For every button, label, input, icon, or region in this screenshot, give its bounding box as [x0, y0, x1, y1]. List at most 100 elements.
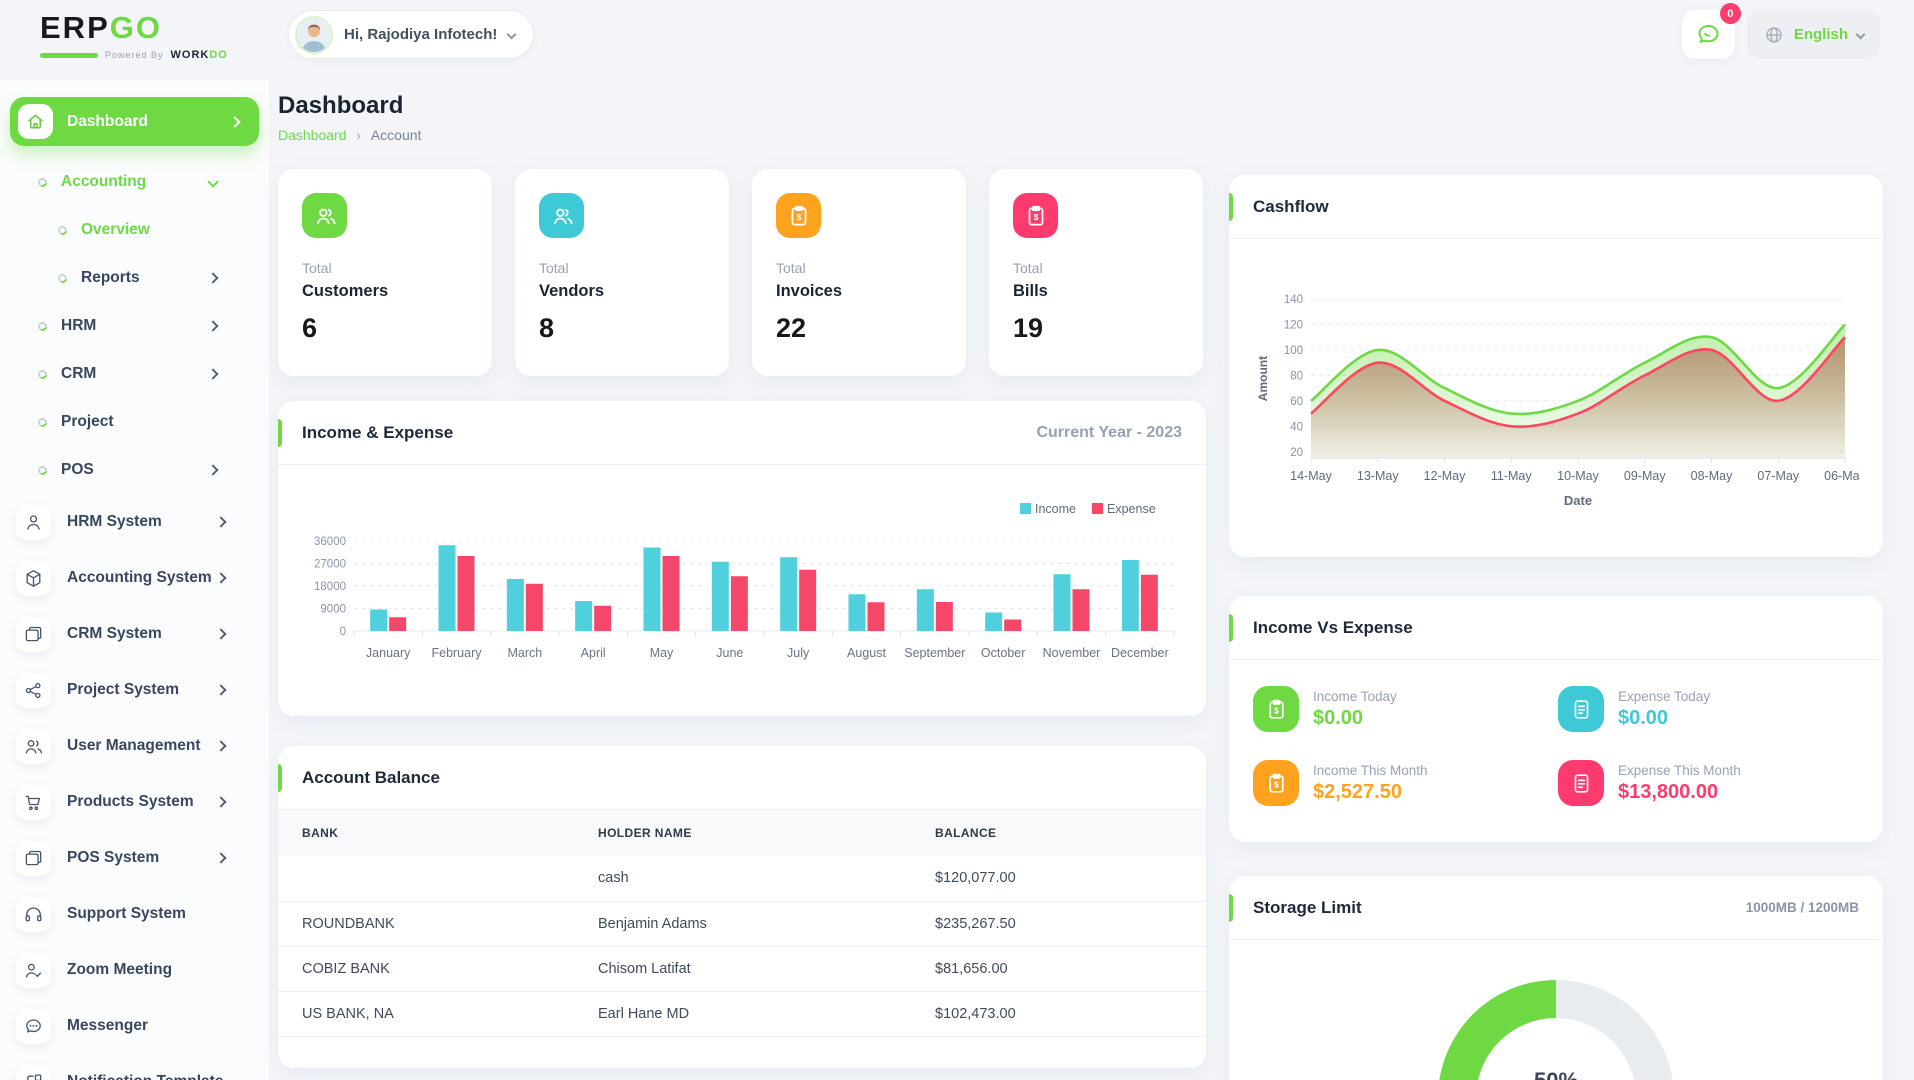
sidebar-item-label: HRM System: [67, 513, 162, 530]
svg-text:12-May: 12-May: [1424, 469, 1466, 483]
stat-label: Bills: [1013, 282, 1048, 300]
dot-icon: [36, 319, 49, 333]
chevron-right-icon: [207, 464, 219, 476]
metric-label: Income Today: [1313, 688, 1397, 704]
sidebar-item-reports[interactable]: Reports: [0, 254, 269, 302]
stat-card-invoices: $ Total Invoices 22: [752, 169, 966, 376]
language-selector[interactable]: English: [1746, 10, 1880, 59]
cell-balance: $102,473.00: [911, 991, 1206, 1037]
sidebar-item-accounting[interactable]: Accounting: [0, 158, 269, 206]
sidebar-item-hrm-system[interactable]: HRM System: [0, 494, 269, 550]
income-vs-expense-panel: Income Vs Expense $ Income Today $0.00: [1229, 596, 1883, 842]
cell-holder: cash: [574, 856, 911, 902]
panel-title: Cashflow: [1253, 196, 1329, 216]
erpgo-logo[interactable]: ERPGO Powered By WORKDO: [40, 10, 228, 61]
panel-header: Cashflow: [1229, 175, 1883, 239]
stat-label: Customers: [302, 282, 389, 300]
sidebar-item-project-system[interactable]: Project System: [0, 662, 269, 718]
cashflow-chart[interactable]: 20 40 60 80 100 120 140 14-May 13-May 12-May 11-Ma…: [1253, 253, 1859, 521]
breadcrumb-dashboard-link[interactable]: Dashboard: [278, 127, 347, 143]
cell-balance: $120,077.00: [911, 856, 1206, 902]
sidebar-item-crm-system[interactable]: CRM System: [0, 606, 269, 662]
share-icon: [16, 672, 51, 708]
svg-text:13-May: 13-May: [1357, 469, 1399, 483]
sidebar-item-support-system[interactable]: Support System: [0, 886, 269, 942]
logo-wordmark: ERPGO: [40, 10, 162, 45]
sidebar-item-dashboard[interactable]: Dashboard: [10, 97, 259, 146]
svg-text:18000: 18000: [314, 581, 346, 593]
sidebar-item-notification-template[interactable]: Notification Template: [0, 1054, 269, 1080]
sidebar-item-project[interactable]: Project: [0, 398, 269, 446]
svg-text:October: October: [981, 646, 1025, 660]
account-balance-panel: Account Balance BANK HOLDER NAME BALANCE…: [278, 746, 1206, 1068]
svg-text:November: November: [1043, 646, 1101, 660]
panel-title: Account Balance: [302, 767, 440, 787]
sidebar-item-user-management[interactable]: User Management: [0, 718, 269, 774]
box-icon: [16, 560, 51, 596]
column-header-bank: BANK: [278, 810, 574, 856]
sidebar-item-label: Project: [61, 413, 114, 430]
svg-text:Income: Income: [1035, 502, 1076, 516]
chevron-right-icon: [207, 272, 219, 284]
sidebar-item-pos-system[interactable]: POS System: [0, 830, 269, 886]
stat-value: 19: [1013, 313, 1044, 343]
panel-title: Income & Expense: [302, 422, 454, 442]
logo-bar: [40, 52, 98, 58]
storage-percent: 50%: [1534, 1068, 1578, 1080]
breadcrumb-separator-icon: ›: [356, 127, 361, 143]
storage-limit-panel: Storage Limit 1000MB / 1200MB 50%: [1229, 876, 1883, 1080]
sidebar-item-hrm[interactable]: HRM: [0, 302, 269, 350]
sidebar-item-products-system[interactable]: Products System: [0, 774, 269, 830]
table-row: cash $120,077.00: [278, 856, 1206, 902]
income-vs-expense-grid: $ Income Today $0.00 Expen: [1229, 660, 1883, 806]
stat-value: 6: [302, 313, 318, 343]
svg-text:140: 140: [1284, 294, 1303, 306]
sidebar-item-messenger[interactable]: Messenger: [0, 998, 269, 1054]
sidebar-item-label: Products System: [67, 793, 194, 810]
sidebar-item-overview[interactable]: Overview: [0, 206, 269, 254]
stat-cards: Total Customers 6 Total Vendors 8: [278, 169, 1206, 376]
sidebar-item-crm[interactable]: CRM: [0, 350, 269, 398]
income-expense-chart[interactable]: 0 9000 18000 27000 36000 January February March…: [302, 491, 1182, 683]
topbar: ERPGO Powered By WORKDO Hi, Rajodiya Inf…: [0, 0, 1914, 80]
svg-text:9000: 9000: [320, 604, 346, 616]
app-window-icon: [16, 840, 51, 876]
svg-text:60: 60: [1290, 396, 1303, 408]
svg-text:February: February: [431, 646, 482, 660]
cell-bank: ROUNDBANK: [278, 901, 574, 947]
dot-icon: [36, 463, 49, 477]
users-icon: [16, 728, 51, 764]
sidebar-item-label: Project System: [67, 681, 179, 698]
user-greeting: Hi, Rajodiya Infotech!: [344, 26, 498, 43]
table-header-row: BANK HOLDER NAME BALANCE: [278, 810, 1206, 856]
svg-text:September: September: [904, 646, 965, 660]
panel-header: Income & Expense Current Year - 2023: [278, 401, 1206, 465]
svg-text:Expense: Expense: [1107, 502, 1156, 516]
expense-month-item: Expense This Month $13,800.00: [1558, 760, 1859, 806]
svg-text:14-May: 14-May: [1290, 469, 1332, 483]
sidebar-item-zoom-meeting[interactable]: Zoom Meeting: [0, 942, 269, 998]
messages-button[interactable]: 0: [1681, 3, 1741, 59]
sidebar-item-pos[interactable]: POS: [0, 446, 269, 494]
sidebar-item-label: Reports: [81, 269, 140, 286]
svg-text:0: 0: [340, 626, 346, 638]
metric-value: $0.00: [1313, 706, 1364, 729]
svg-text:06-May: 06-May: [1824, 469, 1859, 483]
metric-value: $0.00: [1618, 706, 1669, 729]
cell-holder: Benjamin Adams: [574, 901, 911, 947]
svg-text:$: $: [1274, 705, 1279, 715]
sidebar-item-label: Accounting: [61, 173, 147, 190]
sidebar-item-accounting-system[interactable]: Accounting System: [0, 550, 269, 606]
metric-label: Expense This Month: [1618, 762, 1741, 778]
svg-text:Date: Date: [1564, 493, 1592, 508]
user-menu-button[interactable]: Hi, Rajodiya Infotech!: [288, 10, 535, 59]
column-header-balance: BALANCE: [911, 810, 1206, 856]
svg-text:$: $: [796, 211, 801, 221]
sidebar-item-label: CRM: [61, 365, 97, 382]
svg-text:120: 120: [1284, 319, 1303, 331]
chevron-right-icon: [215, 796, 227, 808]
sidebar-item-label: Notification Template: [67, 1073, 225, 1080]
users-icon: [302, 193, 347, 238]
breadcrumb-current: Account: [370, 127, 422, 143]
users-icon: [539, 193, 584, 238]
